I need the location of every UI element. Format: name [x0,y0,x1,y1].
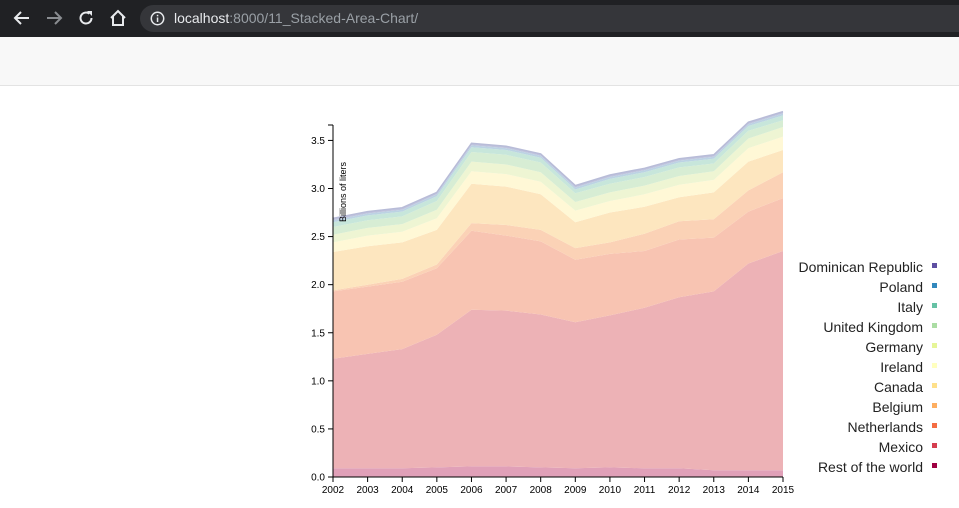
legend-label: Germany [865,339,923,355]
url-path: :8000/11_Stacked-Area-Chart/ [229,10,419,26]
home-icon[interactable] [106,6,130,30]
legend-swatch [932,263,937,268]
x-tick-label: 2010 [599,485,622,496]
x-tick-label: 2002 [322,485,345,496]
legend-label: United Kingdom [823,319,923,335]
y-tick-label: 1.5 [311,328,325,339]
x-tick-label: 2011 [634,485,656,496]
area-united-kingdom [333,120,783,235]
area-rest-of-the-world [333,466,783,477]
browser-toolbar: localhost:8000/11_Stacked-Area-Chart/ [0,0,959,37]
legend-swatch [932,423,937,428]
legend-label: Belgium [872,399,923,415]
area-top-outline [332,110,784,220]
info-icon[interactable] [150,11,165,31]
area-netherlands [333,198,783,359]
legend-label: Rest of the world [818,459,923,475]
area-ireland [333,136,783,252]
legend-label: Canada [874,379,923,395]
x-tick-label: 2012 [668,485,691,496]
url-host: localhost [174,10,230,26]
legend-label: Netherlands [848,419,924,435]
x-tick-label: 2004 [391,485,414,496]
legend-label: Poland [879,279,923,295]
area-canada [333,150,783,291]
legend-swatch [932,383,937,388]
y-axis-label: Billions of liters [338,161,348,222]
reload-icon[interactable] [74,6,98,30]
stacked-area-chart: 0.0 0.5 1.0 1.5 2.0 2.5 3.0 3.5 Billions of lite… [311,110,937,496]
area-belgium [333,172,783,292]
x-tick-label: 2013 [703,485,726,496]
y-tick-label: 0.0 [311,473,325,484]
y-tick-label: 3.5 [311,136,325,147]
area-germany [333,127,783,243]
legend-swatch [932,463,937,468]
y-tick-label: 3.0 [311,184,325,195]
legend-label: Dominican Republic [798,259,923,275]
x-tick-label: 2005 [426,485,449,496]
x-tick-label: 2003 [356,485,379,496]
x-tick-label: 2009 [564,485,587,496]
y-tick-label: 1.0 [311,376,325,387]
y-tick-label: 2.0 [311,280,325,291]
y-tick-label: 0.5 [311,424,325,435]
url-text[interactable]: localhost:8000/11_Stacked-Area-Chart/ [174,10,418,26]
forward-arrow-icon[interactable] [42,6,66,30]
x-tick-label: 2006 [460,485,483,496]
address-bar[interactable]: localhost:8000/11_Stacked-Area-Chart/ [140,5,959,32]
legend-swatch [932,403,937,408]
area-mexico [333,251,783,471]
page-header-bar [0,37,959,86]
y-tick-label: 2.5 [311,232,325,243]
legend-swatch [932,323,937,328]
back-arrow-icon[interactable] [10,6,34,30]
legend-swatch [932,283,937,288]
legend-swatch [932,343,937,348]
legend-swatch [932,363,937,368]
legend-swatch [932,303,937,308]
area-italy [333,115,783,227]
legend-swatch [932,443,937,448]
legend-label: Italy [897,299,923,315]
x-tick-label: 2014 [737,485,760,496]
x-tick-label: 2008 [530,485,553,496]
x-tick-label: 2015 [772,485,795,496]
x-tick-label: 2007 [495,485,518,496]
legend-label: Ireland [880,359,923,375]
legend-label: Mexico [879,439,924,455]
